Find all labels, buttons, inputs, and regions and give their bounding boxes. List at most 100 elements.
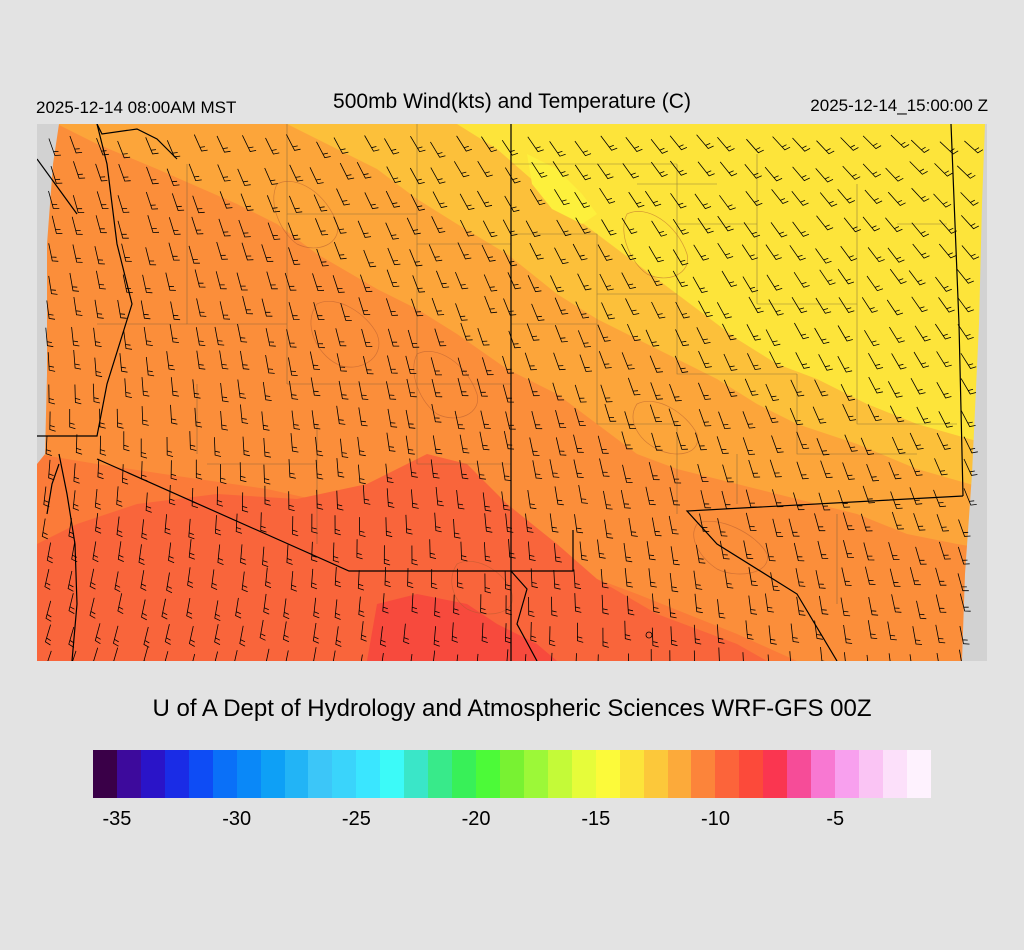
wind-barb: [363, 356, 374, 375]
wind-barb: [938, 243, 957, 259]
wind-barb: [117, 593, 124, 615]
wind-barb: [961, 215, 979, 230]
wind-barb: [382, 593, 389, 614]
wind-barb: [484, 573, 492, 594]
wind-barb: [263, 464, 271, 485]
wind-barb: [698, 382, 712, 400]
wind-barb: [214, 651, 218, 661]
terrain-contour: [413, 351, 478, 419]
wind-barb: [164, 624, 171, 645]
wind-barb: [693, 244, 710, 261]
wind-barb: [934, 163, 953, 177]
wind-barb: [282, 621, 290, 643]
colorbar-swatch: [499, 750, 524, 798]
county-line: [756, 154, 858, 305]
wind-barb: [890, 134, 910, 148]
wind-barb: [626, 595, 635, 616]
wind-barb: [93, 327, 102, 347]
wind-barb: [219, 191, 233, 209]
wind-barb: [286, 134, 301, 151]
wind-barb: [651, 220, 668, 237]
wind-barb: [913, 513, 926, 531]
wind-barb: [818, 354, 833, 371]
wind-barb: [385, 222, 399, 240]
wind-barb: [457, 568, 464, 589]
wind-barb: [48, 243, 59, 262]
wind-barb: [484, 542, 492, 562]
wind-barb: [936, 514, 949, 532]
colorbar-swatch: [308, 750, 333, 798]
wind-barb: [554, 247, 569, 265]
colorbar-swatch: [188, 750, 213, 798]
wind-barb: [501, 462, 512, 481]
wind-barb: [747, 353, 762, 371]
wind-barb: [697, 161, 715, 177]
wind-barb: [574, 514, 584, 534]
wind-barb: [963, 436, 978, 454]
wind-barb: [360, 621, 367, 642]
wind-barb: [912, 626, 923, 645]
wind-barb: [95, 513, 102, 534]
county-line: [796, 374, 917, 455]
wind-barb: [864, 189, 883, 204]
wind-barb: [627, 323, 641, 342]
wind-barb: [670, 193, 687, 209]
wind-barb: [67, 570, 74, 592]
wind-barb: [814, 379, 829, 397]
wind-barb: [141, 461, 148, 482]
wind-barb: [501, 139, 519, 156]
wind-barb: [409, 249, 423, 267]
colorbar-swatch: [787, 750, 812, 798]
wind-barb: [169, 484, 176, 506]
wind-barb: [789, 651, 791, 661]
wind-barb: [97, 458, 104, 480]
wind-barb: [814, 513, 826, 532]
wind-barb: [145, 191, 159, 210]
wind-barb: [164, 514, 171, 535]
wind-barb: [648, 462, 660, 481]
wind-barb: [862, 135, 882, 150]
wind-barb: [504, 623, 512, 644]
map-nodata-right: [962, 124, 987, 661]
wind-barb: [696, 134, 714, 149]
wind-barb: [525, 513, 534, 533]
wind-barb: [933, 489, 947, 508]
wind-barb: [743, 540, 754, 559]
wind-barb: [938, 297, 955, 313]
wind-barb: [188, 539, 195, 560]
wind-barb: [288, 247, 301, 265]
wind-barb: [552, 161, 569, 177]
wind-barb: [887, 381, 903, 398]
wind-barb: [748, 296, 764, 314]
wind-barb: [842, 512, 855, 531]
wind-barb: [410, 135, 426, 153]
wind-barb: [313, 302, 325, 320]
wind-barb: [651, 517, 662, 537]
wind-barb: [772, 489, 784, 508]
wind-barb: [339, 162, 355, 180]
wind-barb: [431, 216, 446, 233]
wind-barb: [649, 404, 663, 423]
wind-barb: [597, 324, 611, 342]
wind-barb: [960, 353, 977, 369]
wind-barb: [267, 222, 281, 240]
wind-barb: [959, 626, 970, 645]
wind-barb: [674, 355, 689, 373]
wind-barb: [410, 194, 425, 211]
wind-barb: [765, 383, 780, 401]
wind-barb: [116, 408, 124, 429]
wind-barb: [411, 593, 418, 614]
wind-barb: [161, 598, 168, 620]
wind-barb: [719, 195, 736, 211]
wind-barb: [138, 544, 145, 565]
wind-barb: [75, 434, 83, 455]
wind-barb: [933, 193, 952, 208]
wind-barb: [789, 407, 804, 426]
colorbar-swatch: [715, 750, 740, 798]
colorbar-swatch: [140, 750, 165, 798]
wind-barb: [909, 458, 923, 476]
wind-barb: [647, 269, 663, 287]
wind-barb: [528, 596, 535, 617]
wind-barb: [436, 270, 450, 289]
wind-barb: [313, 647, 317, 661]
